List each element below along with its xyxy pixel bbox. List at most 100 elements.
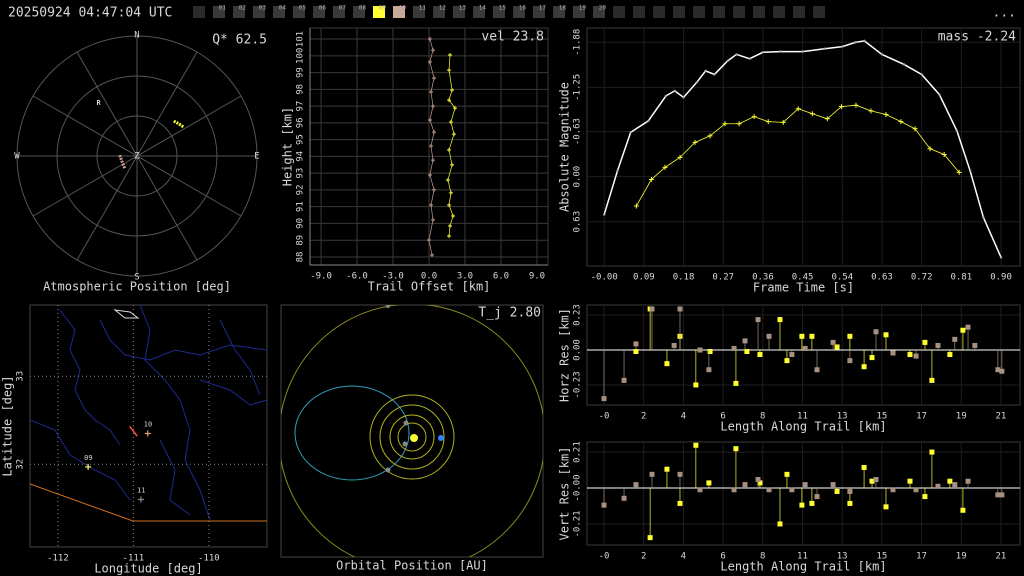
point (965, 324, 971, 330)
camera-tile-empty (753, 6, 765, 18)
point (784, 358, 790, 364)
map-frame (29, 304, 268, 548)
point (823, 47, 826, 50)
camera-label: 18 (559, 5, 567, 12)
camera-tile (513, 6, 525, 18)
station-label: 09 (84, 454, 92, 462)
camera-tile (533, 6, 545, 18)
corner-label: T_j 2.80 (478, 306, 541, 321)
point (733, 380, 739, 386)
point (432, 187, 437, 192)
point (802, 345, 808, 351)
point (922, 494, 928, 500)
point (664, 466, 670, 472)
point (868, 108, 874, 114)
point (830, 482, 836, 488)
point (883, 504, 889, 510)
point (448, 120, 453, 125)
point (677, 500, 683, 506)
camera-label: 07 (339, 5, 347, 12)
point (955, 129, 959, 133)
camera-label: 20 (599, 5, 607, 12)
camera-tile (273, 6, 285, 18)
x-tick-label: 2 (641, 552, 646, 562)
point (601, 396, 607, 402)
point (733, 446, 739, 452)
point (757, 352, 763, 358)
point (706, 367, 712, 373)
point (854, 41, 857, 44)
x-tick-label: 0.90 (990, 273, 1012, 283)
camera-label: 08 (359, 5, 367, 12)
trail-track (118, 154, 127, 169)
point (427, 60, 432, 65)
point (869, 478, 875, 484)
camera-tile-empty (773, 6, 785, 18)
point (883, 332, 889, 338)
point (947, 478, 953, 484)
camera-label: 12 (439, 5, 447, 12)
point (429, 252, 434, 257)
point (883, 111, 889, 117)
point (880, 53, 884, 56)
point (761, 51, 765, 54)
x-tick-label: 21 (995, 552, 1006, 562)
y-tick-label: 98 (296, 84, 306, 95)
point (664, 94, 668, 98)
point (873, 476, 879, 482)
x-tick-label: 6.0 (493, 272, 509, 282)
point (633, 341, 639, 347)
point (427, 172, 432, 177)
point (809, 333, 815, 339)
y-tick-label: 32 (16, 459, 26, 470)
point (913, 487, 919, 493)
point (938, 93, 941, 96)
x-tick-label: 0.36 (752, 273, 774, 283)
trail-track (173, 119, 185, 129)
point (445, 178, 450, 183)
point (677, 306, 683, 312)
point (890, 487, 896, 493)
camera-tile (433, 6, 445, 18)
x-tick-label: 3.0 (457, 272, 473, 282)
y-axis-label: Vert Res [km] (558, 447, 572, 541)
point (830, 339, 836, 345)
x-axis-label: Length Along Trail [km] (720, 420, 886, 434)
camera-tile (293, 6, 305, 18)
point (453, 106, 458, 111)
y-tick-label: 90 (296, 218, 306, 229)
point (968, 169, 972, 173)
x-tick-label: 6 (720, 412, 725, 422)
y-tick-label: -0.00 (573, 474, 583, 501)
y-tick-label: -1.88 (573, 29, 583, 56)
point (602, 213, 606, 216)
y-tick-label: 100 (296, 48, 306, 64)
point (847, 358, 853, 364)
point (742, 482, 748, 488)
x-tick-label: 13 (837, 412, 848, 422)
point (430, 217, 435, 222)
y-tick-label: 94 (296, 151, 306, 162)
point (869, 355, 875, 361)
menu-button[interactable]: ... (993, 6, 1016, 21)
camera-tile (453, 6, 465, 18)
y-tick-label: 97 (296, 101, 306, 112)
direction-label: S (134, 273, 139, 283)
y-tick-label: 33 (16, 371, 26, 382)
corner-label: mass -2.24 (938, 30, 1016, 45)
camera-tile (253, 6, 265, 18)
point (935, 342, 941, 348)
point (947, 352, 953, 358)
x-tick-label: 0.54 (831, 273, 853, 283)
x-tick-label: 17 (916, 412, 927, 422)
point (447, 223, 452, 228)
point (824, 116, 830, 122)
point (929, 377, 935, 383)
series-line (447, 54, 456, 237)
x-tick-label: 4 (681, 412, 686, 422)
point (450, 214, 455, 219)
point (751, 114, 757, 120)
y-axis-label: Latitude [deg] (1, 375, 15, 476)
map-background (30, 305, 267, 522)
camera-label: 10 (399, 5, 407, 12)
